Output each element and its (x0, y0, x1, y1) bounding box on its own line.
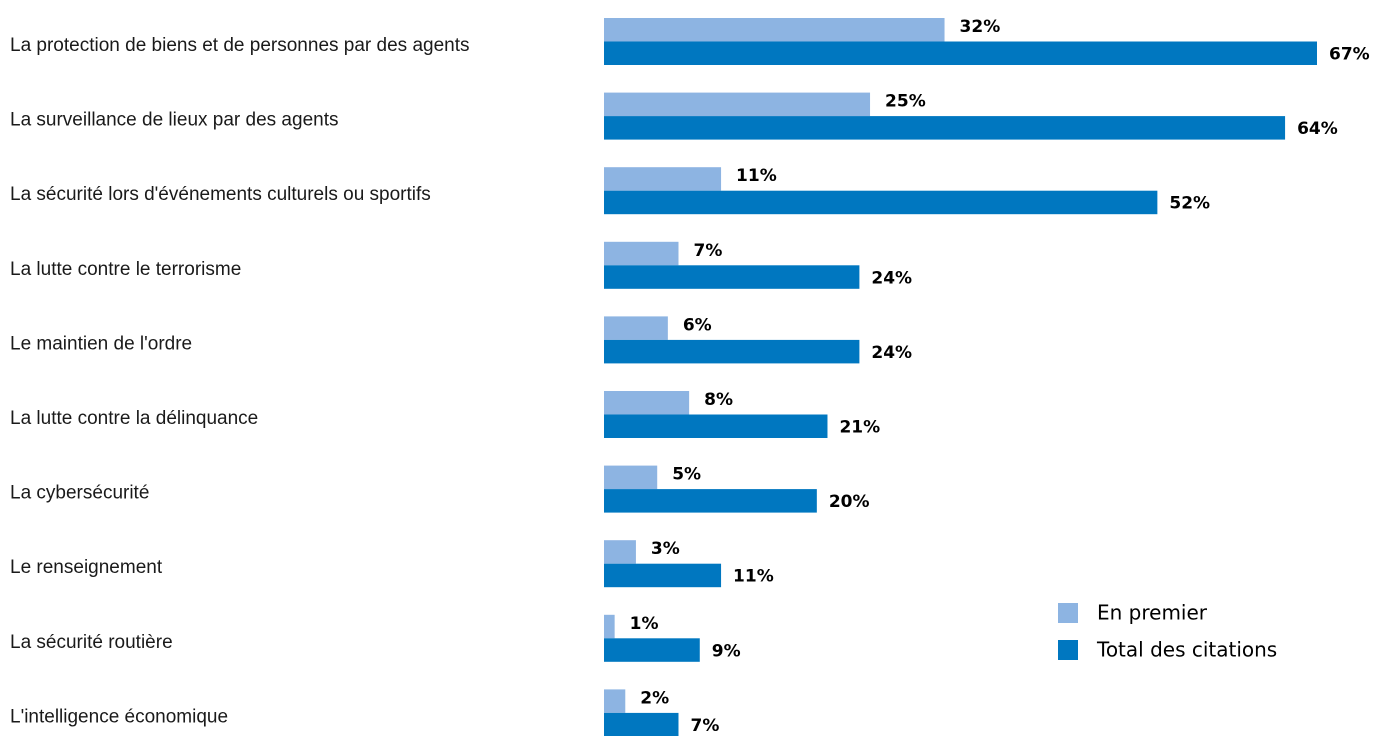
category-label: La cybersécurité (10, 483, 149, 504)
bar (604, 489, 817, 513)
bar (604, 167, 722, 191)
bar (604, 563, 722, 588)
value-label: 2% (640, 688, 669, 708)
value-label: 7% (693, 241, 722, 261)
bar (604, 540, 636, 564)
legend-label: Total des citations (1096, 638, 1277, 662)
value-label: 11% (733, 567, 774, 587)
bar (604, 316, 668, 340)
category-label: La lutte contre la délinquance (10, 408, 258, 429)
value-label: 6% (683, 315, 712, 335)
legend-label: En premier (1097, 601, 1208, 625)
bar (604, 190, 1158, 215)
bar (604, 18, 945, 42)
value-label: 11% (736, 166, 777, 186)
value-label: 67% (1329, 45, 1370, 65)
bar (604, 241, 679, 266)
value-label: 25% (885, 92, 926, 112)
bar (604, 41, 1317, 65)
bar (604, 265, 860, 289)
bar (604, 391, 690, 415)
bar (604, 689, 626, 713)
value-label: 1% (630, 614, 659, 634)
category-label: Le maintien de l'ordre (10, 333, 192, 354)
category-label: La sécurité routière (10, 632, 173, 653)
category-label: La protection de biens et de personnes p… (10, 35, 470, 56)
legend-swatch (1058, 603, 1078, 623)
value-label: 21% (839, 418, 880, 438)
category-label: La sécurité lors d'événements culturels … (10, 184, 431, 205)
bar (604, 414, 828, 438)
bar (604, 465, 658, 490)
value-label: 24% (871, 268, 912, 288)
category-label: Le renseignement (10, 557, 163, 578)
value-label: 64% (1297, 119, 1338, 139)
value-label: 9% (712, 641, 741, 661)
value-label: 52% (1169, 194, 1210, 214)
category-label: L'intelligence économique (10, 706, 228, 727)
value-label: 3% (651, 539, 680, 559)
value-label: 8% (704, 390, 733, 410)
bar (604, 712, 679, 736)
category-label: La lutte contre le terrorisme (10, 259, 241, 280)
bar (604, 638, 700, 662)
value-label: 7% (690, 716, 719, 736)
value-label: 24% (871, 343, 912, 363)
value-label: 32% (960, 17, 1001, 37)
bar (604, 339, 860, 364)
value-label: 20% (829, 492, 870, 512)
bar (604, 614, 615, 639)
value-label: 5% (672, 465, 701, 485)
legend-swatch (1058, 640, 1078, 660)
bar (604, 116, 1286, 140)
category-label: La surveillance de lieux par des agents (10, 110, 338, 131)
bar (604, 92, 871, 117)
